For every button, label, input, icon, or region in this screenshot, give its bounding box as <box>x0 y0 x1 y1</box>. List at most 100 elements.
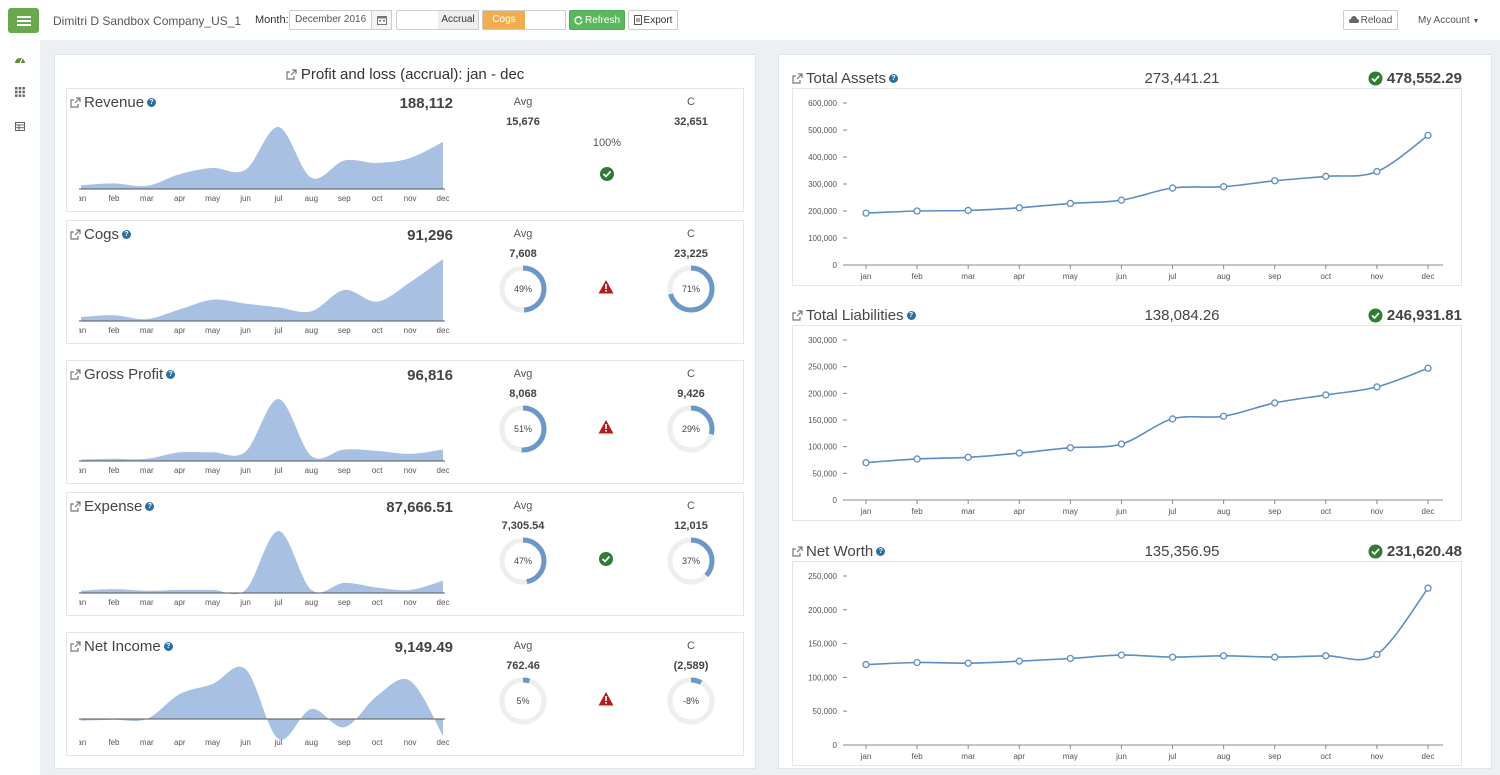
c-donut: -8% <box>666 676 716 726</box>
x-tick-label: feb <box>108 466 120 475</box>
line-series <box>865 134 1429 214</box>
x-tick-label: jun <box>239 326 251 335</box>
check-circle-icon <box>599 552 613 566</box>
card-title[interactable]: Cogs? <box>70 226 132 243</box>
card-title[interactable]: Net Worth? <box>792 543 886 560</box>
external-link-icon <box>792 310 803 321</box>
card-total: 9,149.49 <box>394 639 453 656</box>
export-button[interactable]: Export <box>628 10 678 30</box>
pl-title[interactable]: Profit and loss (accrual): jan - dec <box>54 66 756 83</box>
x-tick-label: nov <box>1370 507 1383 516</box>
y-tick-label: 400,000 <box>808 153 837 162</box>
card-title[interactable]: Net Income? <box>70 638 173 655</box>
help-icon[interactable]: ? <box>166 370 176 379</box>
help-icon[interactable]: ? <box>163 642 173 651</box>
x-tick-label: feb <box>912 272 924 281</box>
refresh-label: Refresh <box>584 14 620 26</box>
x-tick-label: dec <box>1422 752 1435 761</box>
x-tick-label: jun <box>239 738 251 747</box>
x-tick-label: oct <box>1320 752 1331 761</box>
data-point <box>1015 657 1023 665</box>
help-icon[interactable]: ? <box>906 311 916 320</box>
donut-percent: 29% <box>681 424 700 434</box>
avg-header: Avg <box>513 500 533 512</box>
x-tick-label: jun <box>1115 272 1127 281</box>
external-link-icon <box>70 229 81 240</box>
donut-arc <box>667 265 715 313</box>
help-icon[interactable]: ? <box>876 547 886 556</box>
donut-percent: 5% <box>516 696 530 706</box>
y-tick-label: 50,000 <box>813 707 838 716</box>
card-title[interactable]: Total Assets? <box>792 70 899 87</box>
card-title[interactable]: Expense? <box>70 498 155 515</box>
data-point <box>1015 204 1023 212</box>
data-point <box>1168 184 1177 192</box>
line-chart: 300,000 250,000 200,000 150,000 100,000 50,00… <box>808 336 1443 516</box>
reload-button[interactable]: Reload <box>1343 10 1398 30</box>
y-tick-label: 50,000 <box>813 469 838 478</box>
c-donut: 29% <box>666 404 716 454</box>
table-icon[interactable] <box>13 119 27 133</box>
area-series <box>81 259 443 321</box>
x-tick-label: jul <box>273 466 282 475</box>
area-series <box>81 126 443 189</box>
line-chart: 600,000 500,000 400,000 300,000 200,000 100,0… <box>808 99 1443 281</box>
data-point <box>1373 167 1381 176</box>
donut-arc <box>499 677 547 725</box>
hamburger-menu-button[interactable] <box>8 8 39 33</box>
y-tick-label: 200,000 <box>808 389 837 398</box>
x-tick-label: nov <box>404 326 417 335</box>
x-tick-label: sep <box>1268 272 1281 281</box>
x-tick-label: jul <box>273 598 282 607</box>
x-tick-label: apr <box>1013 752 1025 761</box>
help-icon[interactable]: ? <box>889 74 899 83</box>
x-tick-label: feb <box>108 598 120 607</box>
donut-percent: 47% <box>513 556 532 566</box>
my-account-menu[interactable]: My Account ▼ <box>1418 15 1479 26</box>
line-chart-box: 600,000 500,000 400,000 300,000 200,000 100,0… <box>792 88 1462 286</box>
grid-icon[interactable] <box>13 85 27 99</box>
card-mid-value: 138,084.26 <box>1144 307 1220 324</box>
card-title-text: Total Assets <box>806 70 887 87</box>
y-tick-label: 300,000 <box>808 336 837 345</box>
top-bar: Dimitri D Sandbox Company_US_1 Month: De… <box>0 0 1500 40</box>
x-tick-label: mar <box>140 466 154 475</box>
data-point <box>1373 383 1381 391</box>
data-point <box>964 659 972 667</box>
card-right-value-text: 231,620.48 <box>1386 543 1462 560</box>
accrual-toggle[interactable]: Accrual <box>396 10 479 30</box>
donut-percent: 51% <box>513 424 532 434</box>
c-value: 23,225 <box>674 248 708 260</box>
warning-icon <box>598 692 614 706</box>
dashboard-icon[interactable] <box>13 52 27 66</box>
c-donut: 71% <box>666 264 716 314</box>
company-name: Dimitri D Sandbox Company_US_1 <box>53 14 242 28</box>
x-tick-label: may <box>1063 752 1078 761</box>
card-title[interactable]: Total Liabilities? <box>792 307 916 324</box>
x-tick-label: jun <box>239 466 251 475</box>
card-title[interactable]: Gross Profit? <box>70 366 176 383</box>
data-point <box>1424 364 1432 372</box>
area-series <box>81 666 443 740</box>
refresh-button[interactable]: Refresh <box>569 10 625 30</box>
card-total: 188,112 <box>399 95 453 112</box>
x-tick-label: mar <box>140 738 154 747</box>
cogs-toggle[interactable]: Cogs <box>482 10 566 30</box>
help-icon[interactable]: ? <box>122 230 132 239</box>
y-tick-label: 100,000 <box>808 673 837 682</box>
x-tick-label: dec <box>1422 272 1435 281</box>
month-input[interactable]: December 2016 <box>289 10 372 30</box>
card-title-text: Net Income <box>84 638 161 655</box>
pl-card-expense: Expense? 87,666.51 jan feb mar apr may jun jul au… <box>66 492 744 616</box>
line-series <box>865 367 1429 464</box>
card-title[interactable]: Revenue? <box>70 94 157 111</box>
x-tick-label: aug <box>1217 752 1230 761</box>
data-point <box>1117 440 1126 448</box>
calendar-button[interactable] <box>372 10 392 30</box>
data-point <box>1271 653 1279 661</box>
help-icon[interactable]: ? <box>145 502 155 511</box>
avg-donut: 51% <box>498 404 548 454</box>
help-icon[interactable]: ? <box>147 98 157 107</box>
pl-card-revenue: Revenue? 188,112 jan feb mar apr may jun jul aug s… <box>66 88 744 212</box>
cogs-label: Cogs <box>483 11 525 29</box>
